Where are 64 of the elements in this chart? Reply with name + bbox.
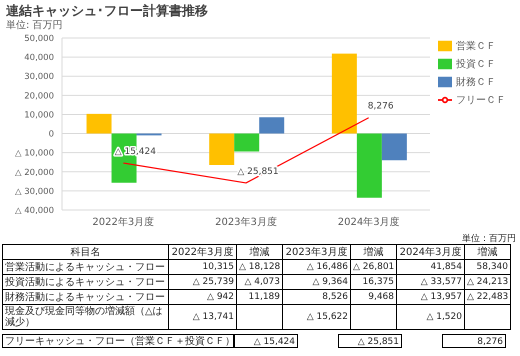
legend-label: 投資ＣＦ bbox=[456, 59, 496, 70]
y-tick-label: 40,000 bbox=[24, 53, 54, 64]
category-label: 2024年3月度 bbox=[400, 247, 462, 258]
y-tick-label: 50,000 bbox=[24, 34, 54, 44]
text: 8,526 bbox=[282, 290, 350, 304]
text: △ 1,520 bbox=[396, 304, 464, 330]
y-tick-label: △ 10,000 bbox=[15, 148, 54, 159]
text: 増減 bbox=[364, 247, 384, 258]
text: 58,340 bbox=[464, 260, 510, 274]
text: 16,375 bbox=[350, 274, 396, 290]
text: 財務活動によるキャッシュ・フロー bbox=[2, 290, 168, 304]
chart-title: 連結キャッシュ･フロー計算書推移 bbox=[6, 2, 208, 20]
text: 営業活動によるキャッシュ・フロー bbox=[2, 260, 168, 274]
text: 単位：百万円 bbox=[462, 232, 516, 245]
y-tick-label: △ 30,000 bbox=[15, 186, 54, 197]
chart-subtitle: 単位: 百万円 bbox=[6, 19, 63, 32]
text: 11,189 bbox=[236, 290, 282, 304]
text: 8,276 bbox=[477, 337, 503, 347]
text: 現金及び現金同等物の増減額（△は減少） bbox=[2, 304, 168, 330]
text: 10,315 bbox=[168, 260, 236, 274]
text: △ 13,741 bbox=[168, 304, 236, 330]
text: △ 22,483 bbox=[464, 290, 510, 304]
text: 9,468 bbox=[350, 290, 396, 304]
text: 投資活動によるキャッシュ・フロー bbox=[2, 274, 168, 290]
legend-label: フリーＣＦ bbox=[456, 95, 506, 106]
legend-label: 財務ＣＦ bbox=[456, 77, 496, 88]
bar bbox=[356, 134, 382, 198]
legend-label: 営業ＣＦ bbox=[456, 41, 496, 52]
text: △ 15,622 bbox=[282, 304, 350, 330]
y-tick-label: 30,000 bbox=[24, 72, 54, 82]
text: 増減 bbox=[478, 247, 498, 258]
bar bbox=[209, 134, 234, 166]
text: △ 15,424 bbox=[254, 337, 295, 347]
y-tick-label: △ 20,000 bbox=[15, 168, 54, 178]
text: △ 4,073 bbox=[236, 274, 282, 290]
y-tick-label: 0 bbox=[48, 130, 54, 140]
y-tick-label: 20,000 bbox=[24, 91, 54, 102]
text: △ 25,851 bbox=[358, 337, 399, 347]
bar bbox=[86, 114, 112, 134]
text: 科目名 bbox=[2, 244, 168, 260]
x-tick-label: 2023年3月度 bbox=[215, 216, 277, 228]
y-tick-label: △ 40,000 bbox=[15, 206, 54, 216]
text: 増減 bbox=[236, 244, 282, 260]
text: フリーキャッシュ・フロー（営業ＣＦ＋投資ＣＦ） bbox=[2, 334, 235, 348]
text: △ 26,801 bbox=[350, 260, 396, 274]
bar bbox=[259, 117, 284, 134]
text: △ 24,213 bbox=[464, 274, 510, 290]
annotation: 8,276 bbox=[368, 102, 394, 112]
bar bbox=[234, 134, 260, 152]
text: △ 942 bbox=[168, 290, 236, 304]
text: △ 33,577 bbox=[396, 274, 464, 290]
x-tick-label: 2024年3月度 bbox=[338, 216, 400, 228]
bar bbox=[382, 134, 407, 160]
category-label: 2023年3月度 bbox=[286, 247, 348, 258]
text: △ 13,957 bbox=[396, 290, 464, 304]
text: △ 16,486 bbox=[282, 260, 350, 274]
text: 41,854 bbox=[396, 260, 464, 274]
x-tick-label: 2022年3月度 bbox=[92, 216, 154, 228]
category-label: 2022年3月度 bbox=[172, 247, 234, 258]
bar bbox=[332, 54, 357, 134]
y-tick-label: 10,000 bbox=[24, 110, 54, 120]
text: △ 25,739 bbox=[168, 274, 236, 290]
text: △ 9,364 bbox=[282, 274, 350, 290]
text: △ 18,128 bbox=[236, 260, 282, 274]
